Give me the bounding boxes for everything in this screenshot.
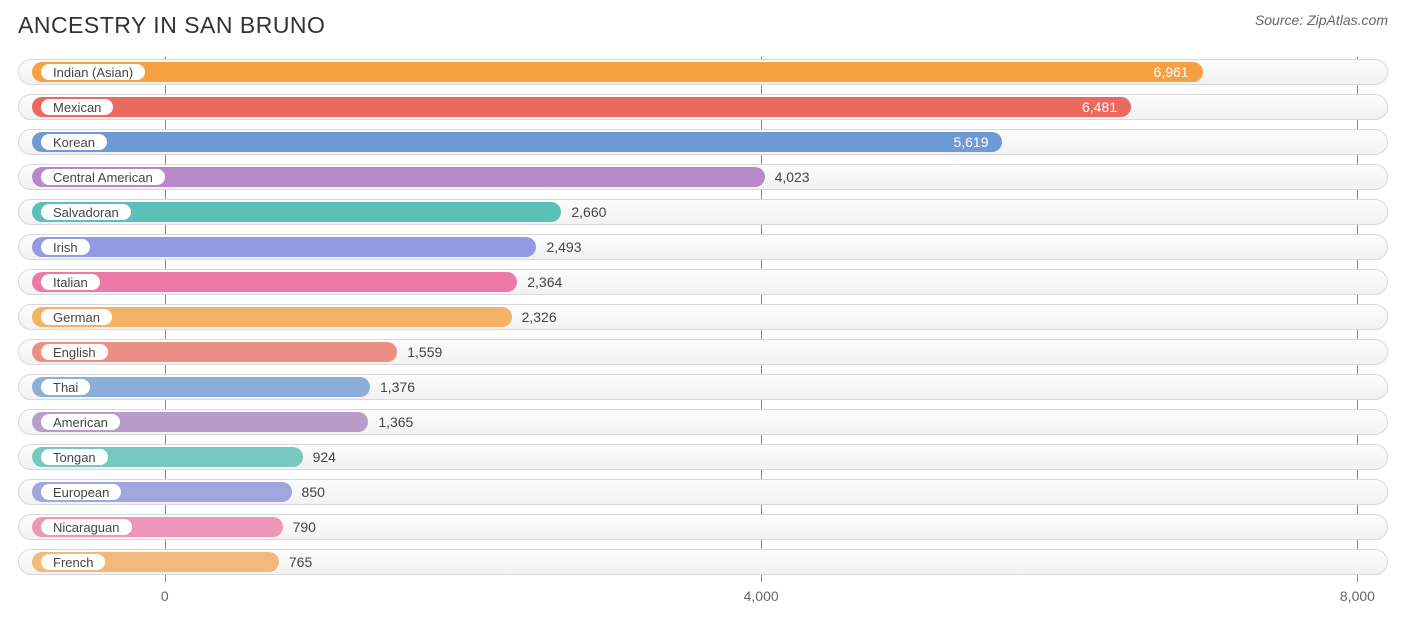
- value-label: 6,961: [1154, 64, 1189, 80]
- category-label: Korean: [40, 133, 108, 151]
- category-label: English: [40, 343, 109, 361]
- bar-chart: Indian (Asian) 6,961 Mexican 6,481 Korean 5,6…: [18, 57, 1388, 614]
- category-label: German: [40, 308, 113, 326]
- category-label: Mexican: [40, 98, 114, 116]
- bar-row: Mexican 6,481: [18, 92, 1388, 122]
- x-axis: 0 4,000 8,000: [18, 584, 1388, 614]
- bar-fill: [32, 62, 1203, 82]
- category-label: Tongan: [40, 448, 109, 466]
- category-label: American: [40, 413, 121, 431]
- chart-title: ANCESTRY IN SAN BRUNO: [18, 12, 325, 39]
- bar-fill: [32, 97, 1131, 117]
- value-label: 790: [293, 519, 316, 535]
- value-label: 5,619: [953, 134, 988, 150]
- bar-row: Thai 1,376: [18, 372, 1388, 402]
- category-label: French: [40, 553, 106, 571]
- category-label: Thai: [40, 378, 91, 396]
- tick-label: 4,000: [744, 588, 779, 604]
- category-label: Central American: [40, 168, 166, 186]
- category-label: Indian (Asian): [40, 63, 146, 81]
- value-label: 924: [313, 449, 336, 465]
- category-label: European: [40, 483, 122, 501]
- value-label: 765: [289, 554, 312, 570]
- value-label: 2,364: [527, 274, 562, 290]
- bar-fill: [32, 237, 536, 257]
- bar-row: Central American 4,023: [18, 162, 1388, 192]
- bar-row: Tongan 924: [18, 442, 1388, 472]
- tick-label: 0: [161, 588, 169, 604]
- plot-area: Indian (Asian) 6,961 Mexican 6,481 Korean 5,6…: [18, 57, 1388, 582]
- category-label: Salvadoran: [40, 203, 132, 221]
- bar-row: French 765: [18, 547, 1388, 577]
- bar-row: German 2,326: [18, 302, 1388, 332]
- bar-row: European 850: [18, 477, 1388, 507]
- bar-row: Nicaraguan 790: [18, 512, 1388, 542]
- value-label: 1,365: [378, 414, 413, 430]
- bar-row: American 1,365: [18, 407, 1388, 437]
- bar-row: Salvadoran 2,660: [18, 197, 1388, 227]
- value-label: 4,023: [775, 169, 810, 185]
- value-label: 850: [302, 484, 325, 500]
- bar-row: Irish 2,493: [18, 232, 1388, 262]
- chart-header: ANCESTRY IN SAN BRUNO Source: ZipAtlas.c…: [18, 12, 1388, 39]
- bar-row: English 1,559: [18, 337, 1388, 367]
- category-label: Italian: [40, 273, 101, 291]
- chart-source: Source: ZipAtlas.com: [1255, 12, 1388, 28]
- tick-label: 8,000: [1340, 588, 1375, 604]
- bar-fill: [32, 132, 1002, 152]
- value-label: 1,376: [380, 379, 415, 395]
- value-label: 1,559: [407, 344, 442, 360]
- value-label: 2,326: [522, 309, 557, 325]
- category-label: Irish: [40, 238, 91, 256]
- bar-row: Italian 2,364: [18, 267, 1388, 297]
- category-label: Nicaraguan: [40, 518, 133, 536]
- bar-fill: [32, 272, 517, 292]
- bar-row: Indian (Asian) 6,961: [18, 57, 1388, 87]
- bar-row: Korean 5,619: [18, 127, 1388, 157]
- value-label: 6,481: [1082, 99, 1117, 115]
- value-label: 2,660: [571, 204, 606, 220]
- value-label: 2,493: [546, 239, 581, 255]
